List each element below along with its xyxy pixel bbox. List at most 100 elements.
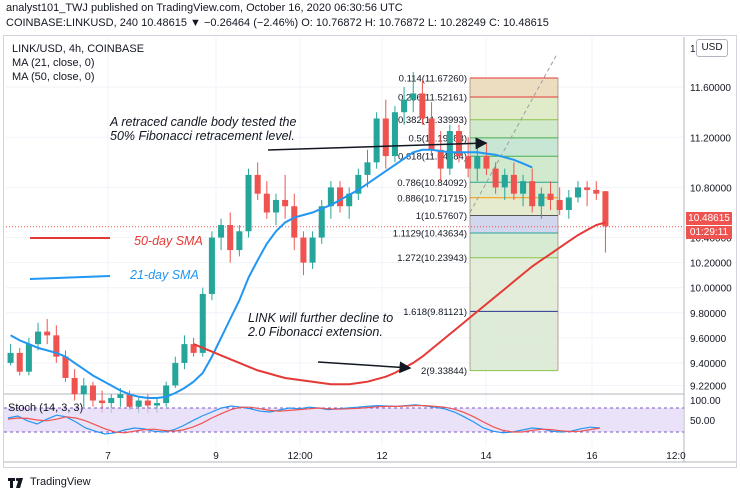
candle-body: [346, 193, 353, 207]
sma21-label: 21-day SMA: [130, 268, 199, 282]
candle-body: [401, 99, 408, 113]
symbol-quote-line: COINBASE:LINKUSD, 240 10.48615 ▼ −0.2646…: [6, 17, 549, 29]
price-tick-label: 9.22000: [690, 381, 727, 392]
tradingview-logo[interactable]: TradingView: [8, 476, 91, 488]
candle-body: [437, 149, 444, 169]
candle-body: [584, 187, 591, 190]
candle-body: [410, 93, 417, 100]
candle-body: [501, 174, 508, 188]
candle-body: [208, 237, 215, 294]
candle-body: [300, 237, 307, 263]
candle-body: [602, 191, 609, 227]
fib-zone: [470, 311, 558, 371]
candle-body: [318, 206, 325, 238]
price-tick-label: 10.00000: [690, 284, 732, 295]
stoch-legend[interactable]: Stoch (14, 3, 3): [8, 402, 84, 414]
fib-zone: [470, 215, 558, 234]
candle-body: [263, 193, 270, 213]
grid-lines: [4, 37, 736, 463]
fib-level-label: 0.618(11.04884): [398, 152, 467, 163]
candle-body: [181, 344, 188, 363]
candle-body: [529, 181, 536, 207]
candle-body: [556, 199, 563, 210]
fib-zone: [470, 78, 558, 97]
ma50-legend[interactable]: MA (50, close, 0): [12, 71, 95, 83]
fib-zone: [470, 119, 558, 138]
candle-body: [25, 344, 32, 372]
decline-annotation-line1: LINK will further decline to: [248, 311, 394, 325]
stochastic-panel: 100.00 50.00: [4, 396, 721, 435]
fib-zone: [470, 233, 558, 258]
stoch-d-line: [7, 405, 601, 434]
stoch-band: [4, 408, 684, 432]
publisher-line: analyst101_TWJ published on TradingView.…: [6, 2, 403, 14]
candle-body: [483, 156, 490, 169]
candle-body: [593, 189, 600, 194]
candle-body: [254, 174, 261, 194]
fib-level-label: 1.618(9.81121): [403, 307, 467, 318]
candle-body: [272, 199, 279, 213]
candle-body: [117, 394, 124, 399]
candle-body: [391, 112, 398, 157]
candle-body: [474, 156, 481, 169]
candle-body: [309, 237, 316, 263]
candle-body: [53, 335, 60, 357]
candle-body: [7, 352, 14, 363]
footer: [0, 470, 740, 498]
annotation-arrows: [267, 137, 488, 374]
price-chart[interactable]: 0.114(11.67260)0.236(11.52161)0.382(11.3…: [0, 0, 740, 470]
price-tick-label: 10.40000: [690, 234, 732, 245]
retrace-arrow: [267, 137, 488, 151]
candle-body: [282, 199, 289, 207]
tradingview-logo-icon: [8, 477, 23, 488]
fib-level-label: 1.1129(10.43634): [393, 229, 467, 240]
candle-body: [144, 400, 151, 406]
sma21-legend-line: [29, 275, 111, 280]
symbol-legend[interactable]: LINK/USD, 4h, COINBASE: [12, 43, 145, 55]
ma21-legend[interactable]: MA (21, close, 0): [12, 57, 95, 69]
price-tick-label: 10.20000: [690, 259, 732, 270]
decline-annotation-line2: 2.0 Fibonacci extension.: [248, 325, 383, 339]
sma50-label: 50-day SMA: [134, 234, 203, 248]
candle-body: [446, 131, 453, 169]
candle-body: [236, 231, 243, 251]
candle-body: [510, 174, 517, 194]
time-tick-label: 14: [480, 451, 492, 462]
time-tick-label: 12:00: [287, 451, 312, 462]
stoch-tick-label: 50.00: [690, 416, 715, 427]
fib-trend-line: [469, 55, 557, 213]
candle-body: [16, 352, 23, 372]
candle-body: [492, 168, 499, 188]
candle-body: [199, 293, 206, 353]
price-tick-label: 11.20000: [690, 133, 731, 144]
candle-body: [337, 187, 344, 207]
ma21-line: [10, 148, 533, 399]
stoch-k-line: [7, 404, 601, 435]
price-tick-label: 9.40000: [690, 359, 727, 370]
candle-body: [126, 394, 133, 407]
fib-level-label: 0.786(10.84092): [397, 178, 467, 189]
candle-body: [35, 331, 42, 345]
price-tick-label: 10.80000: [690, 183, 732, 194]
candle-body: [99, 400, 106, 404]
bar-countdown-tag: 01:29:11: [686, 226, 732, 239]
currency-button[interactable]: USD: [696, 39, 728, 57]
candle-body: [62, 356, 69, 378]
candle-body: [373, 118, 380, 163]
candle-body: [153, 403, 161, 406]
chart-frame: [3, 35, 737, 468]
retrace-annotation-line2: 50% Fibonacci retracement level.: [110, 129, 295, 143]
candle-body: [44, 331, 51, 336]
fib-zone: [470, 96, 558, 120]
candles: [7, 72, 609, 414]
fib-level-label: 0.886(10.71715): [397, 193, 467, 204]
candle-body: [227, 225, 234, 251]
candle-body: [520, 181, 527, 194]
fib-level-label: 0.114(11.67260): [399, 74, 467, 85]
price-tick-label: 9.80000: [690, 309, 727, 320]
candle-body: [291, 206, 298, 238]
candle-body: [172, 362, 179, 386]
candle-body: [419, 93, 426, 119]
fib-zone: [470, 137, 558, 157]
fib-level-label: 1.272(10.23943): [397, 253, 467, 264]
